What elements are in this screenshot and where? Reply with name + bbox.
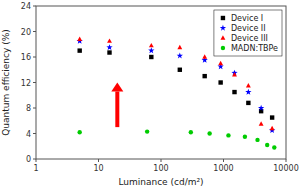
point: [246, 83, 251, 87]
point: [202, 54, 207, 58]
point: [77, 37, 82, 41]
legend: Device IDevice IIDevice IIIMADN:TBPe: [214, 10, 282, 56]
point: [189, 130, 193, 134]
x-tick-label: 1: [33, 164, 38, 173]
point: [149, 43, 154, 47]
point: [272, 145, 276, 149]
point: [232, 72, 237, 76]
point: [226, 133, 230, 137]
y-axis-label: Quantum efficiency (%): [1, 29, 11, 136]
point: [243, 134, 247, 138]
arrow-head: [111, 83, 123, 92]
y-tick-label: 12: [21, 79, 31, 88]
point: [145, 129, 149, 133]
x-tick-label: 1000: [213, 164, 233, 173]
legend-marker: [221, 16, 225, 20]
point: [255, 138, 259, 142]
arrow-shaft: [115, 92, 119, 128]
y-tick-label: 24: [21, 2, 31, 11]
legend-marker: [221, 46, 225, 50]
plot-area: [36, 6, 286, 159]
point: [231, 70, 237, 76]
series: [77, 48, 274, 119]
point: [270, 126, 275, 130]
plot-frame: [36, 6, 286, 159]
legend-label: Device I: [231, 14, 263, 23]
legend-marker: [221, 35, 226, 39]
x-axis-label: Luminance (cd/m²): [118, 177, 203, 187]
y-tick-label: 4: [26, 130, 31, 139]
x-tick-label: 100: [153, 164, 168, 173]
legend-label: MADN:TBPe: [231, 44, 278, 53]
y-tick-label: 16: [21, 53, 31, 62]
point: [178, 68, 182, 72]
y-tick-label: 20: [21, 28, 31, 37]
y-tick-label: 8: [26, 104, 31, 113]
legend-frame: [214, 10, 282, 56]
point: [202, 74, 206, 78]
point: [177, 52, 183, 58]
series: [77, 129, 276, 149]
legend-label: Device II: [231, 24, 266, 33]
point: [207, 131, 211, 135]
point: [107, 50, 111, 54]
point: [245, 89, 251, 95]
chart: 1 10 100 1000 10000 0 4 8 12 16 20 24 Luminance (cd/…: [0, 0, 300, 189]
point: [148, 47, 154, 53]
y-tick-label: 0: [26, 155, 31, 164]
point: [265, 143, 269, 147]
point: [232, 90, 236, 94]
point: [177, 45, 182, 49]
point: [77, 130, 81, 134]
legend-marker: [220, 25, 226, 31]
point: [258, 105, 264, 111]
point: [218, 80, 222, 84]
point: [77, 48, 81, 52]
point: [218, 61, 223, 65]
x-tick-label: 10000: [273, 164, 298, 173]
legend-label: Device III: [231, 34, 268, 43]
point: [259, 121, 264, 125]
point: [246, 101, 250, 105]
point: [107, 38, 112, 42]
point: [106, 44, 112, 50]
point: [270, 115, 274, 119]
x-tick-label: 10: [93, 164, 103, 173]
annotation-arrow: [111, 83, 123, 128]
point: [149, 55, 153, 59]
